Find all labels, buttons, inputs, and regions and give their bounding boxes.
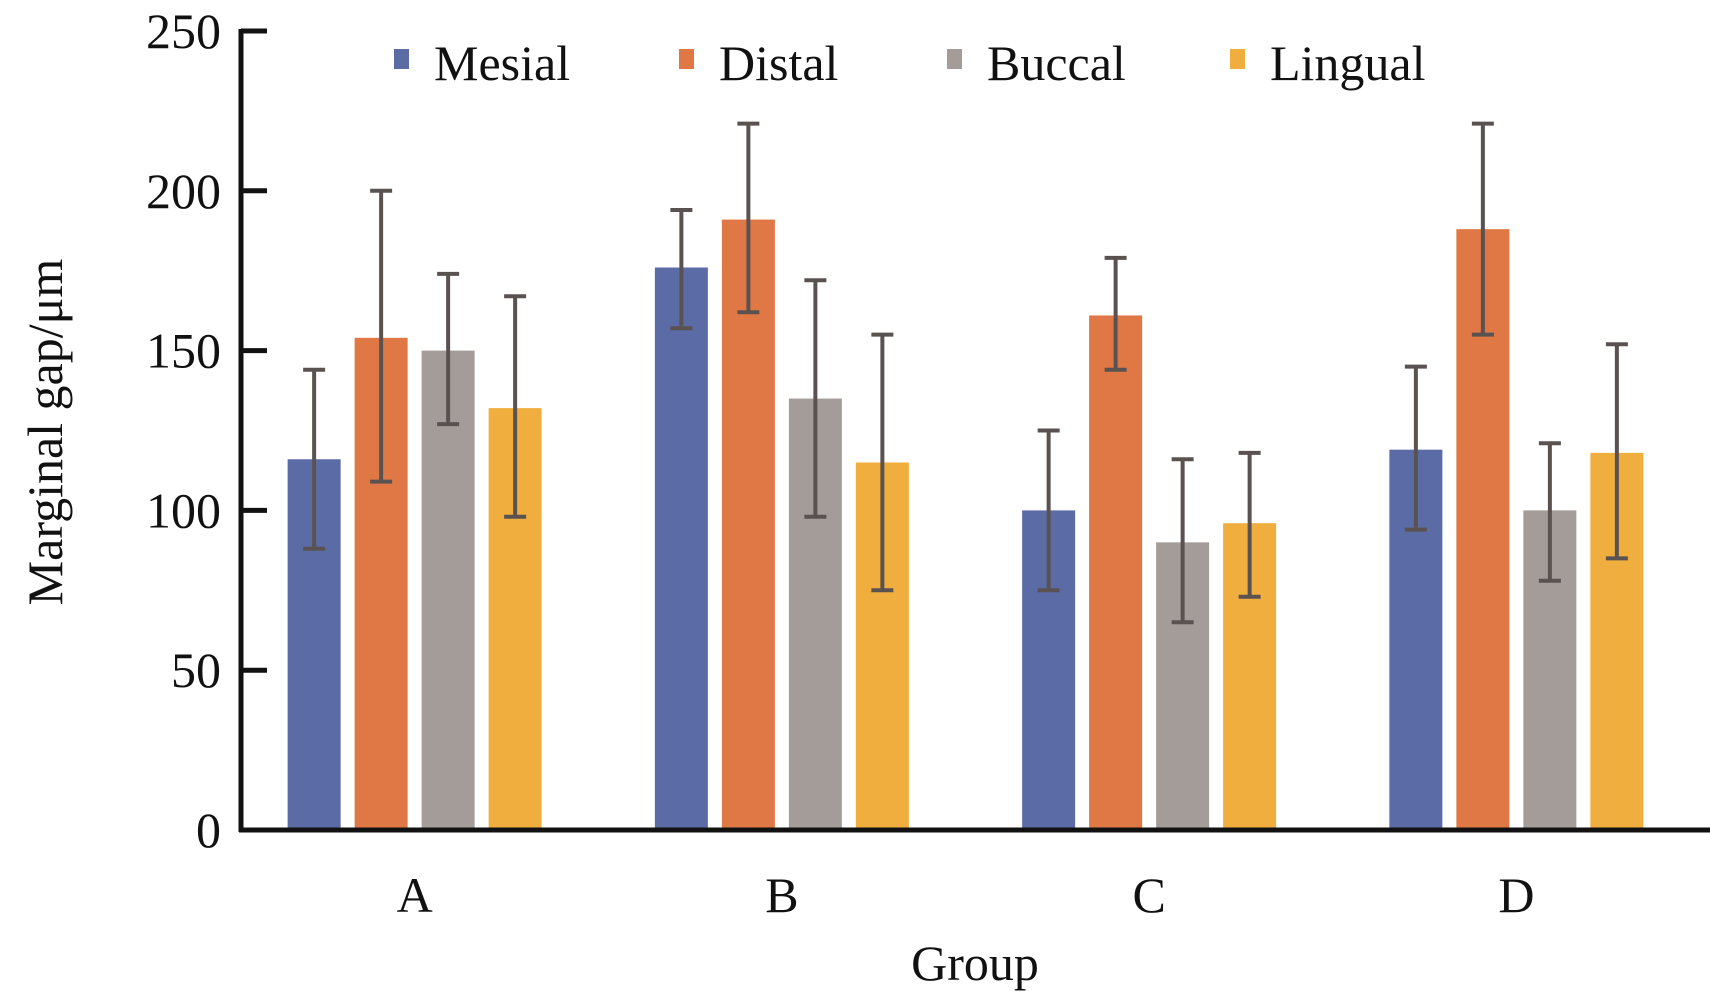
legend-label: Lingual — [1270, 35, 1426, 91]
y-tick-label: 0 — [196, 802, 221, 858]
legend-item-distal: Distal — [679, 35, 838, 91]
legend-label: Buccal — [987, 35, 1126, 91]
bars-layer — [287, 219, 1644, 831]
bar-distal-c — [1089, 315, 1143, 831]
x-axis-title: Group — [911, 935, 1039, 991]
bar-distal-b — [721, 219, 775, 831]
y-tick-label: 50 — [171, 642, 221, 698]
legend-swatch — [947, 49, 962, 69]
legend-item-mesial: Mesial — [394, 35, 570, 91]
y-tick-label: 150 — [146, 323, 221, 379]
axes — [238, 29, 1710, 833]
legend-item-lingual: Lingual — [1230, 35, 1426, 91]
legend-label: Distal — [719, 35, 838, 91]
y-tick-label: 250 — [146, 3, 221, 59]
y-axis-title: Marginal gap/μm — [17, 259, 73, 606]
bar-buccal-a — [421, 350, 475, 830]
legend-label: Mesial — [434, 35, 570, 91]
x-tick-label: C — [1132, 867, 1165, 923]
x-tick-label: A — [397, 867, 433, 923]
legend-swatch — [1230, 49, 1245, 69]
error-bars-layer — [303, 121, 1628, 625]
x-tick-label: B — [765, 867, 798, 923]
y-tick-label: 200 — [146, 163, 221, 219]
legend-item-buccal: Buccal — [947, 35, 1126, 91]
y-tick-label: 100 — [146, 482, 221, 538]
x-ticks: A B C D — [397, 867, 1535, 923]
y-ticks: 0 50 100 150 200 250 — [146, 3, 267, 858]
legend-swatch — [394, 49, 409, 69]
bar-mesial-b — [654, 267, 708, 830]
legend-swatch — [679, 49, 694, 69]
legend: Mesial Distal Buccal Lingual — [394, 35, 1426, 91]
x-tick-label: D — [1498, 867, 1534, 923]
